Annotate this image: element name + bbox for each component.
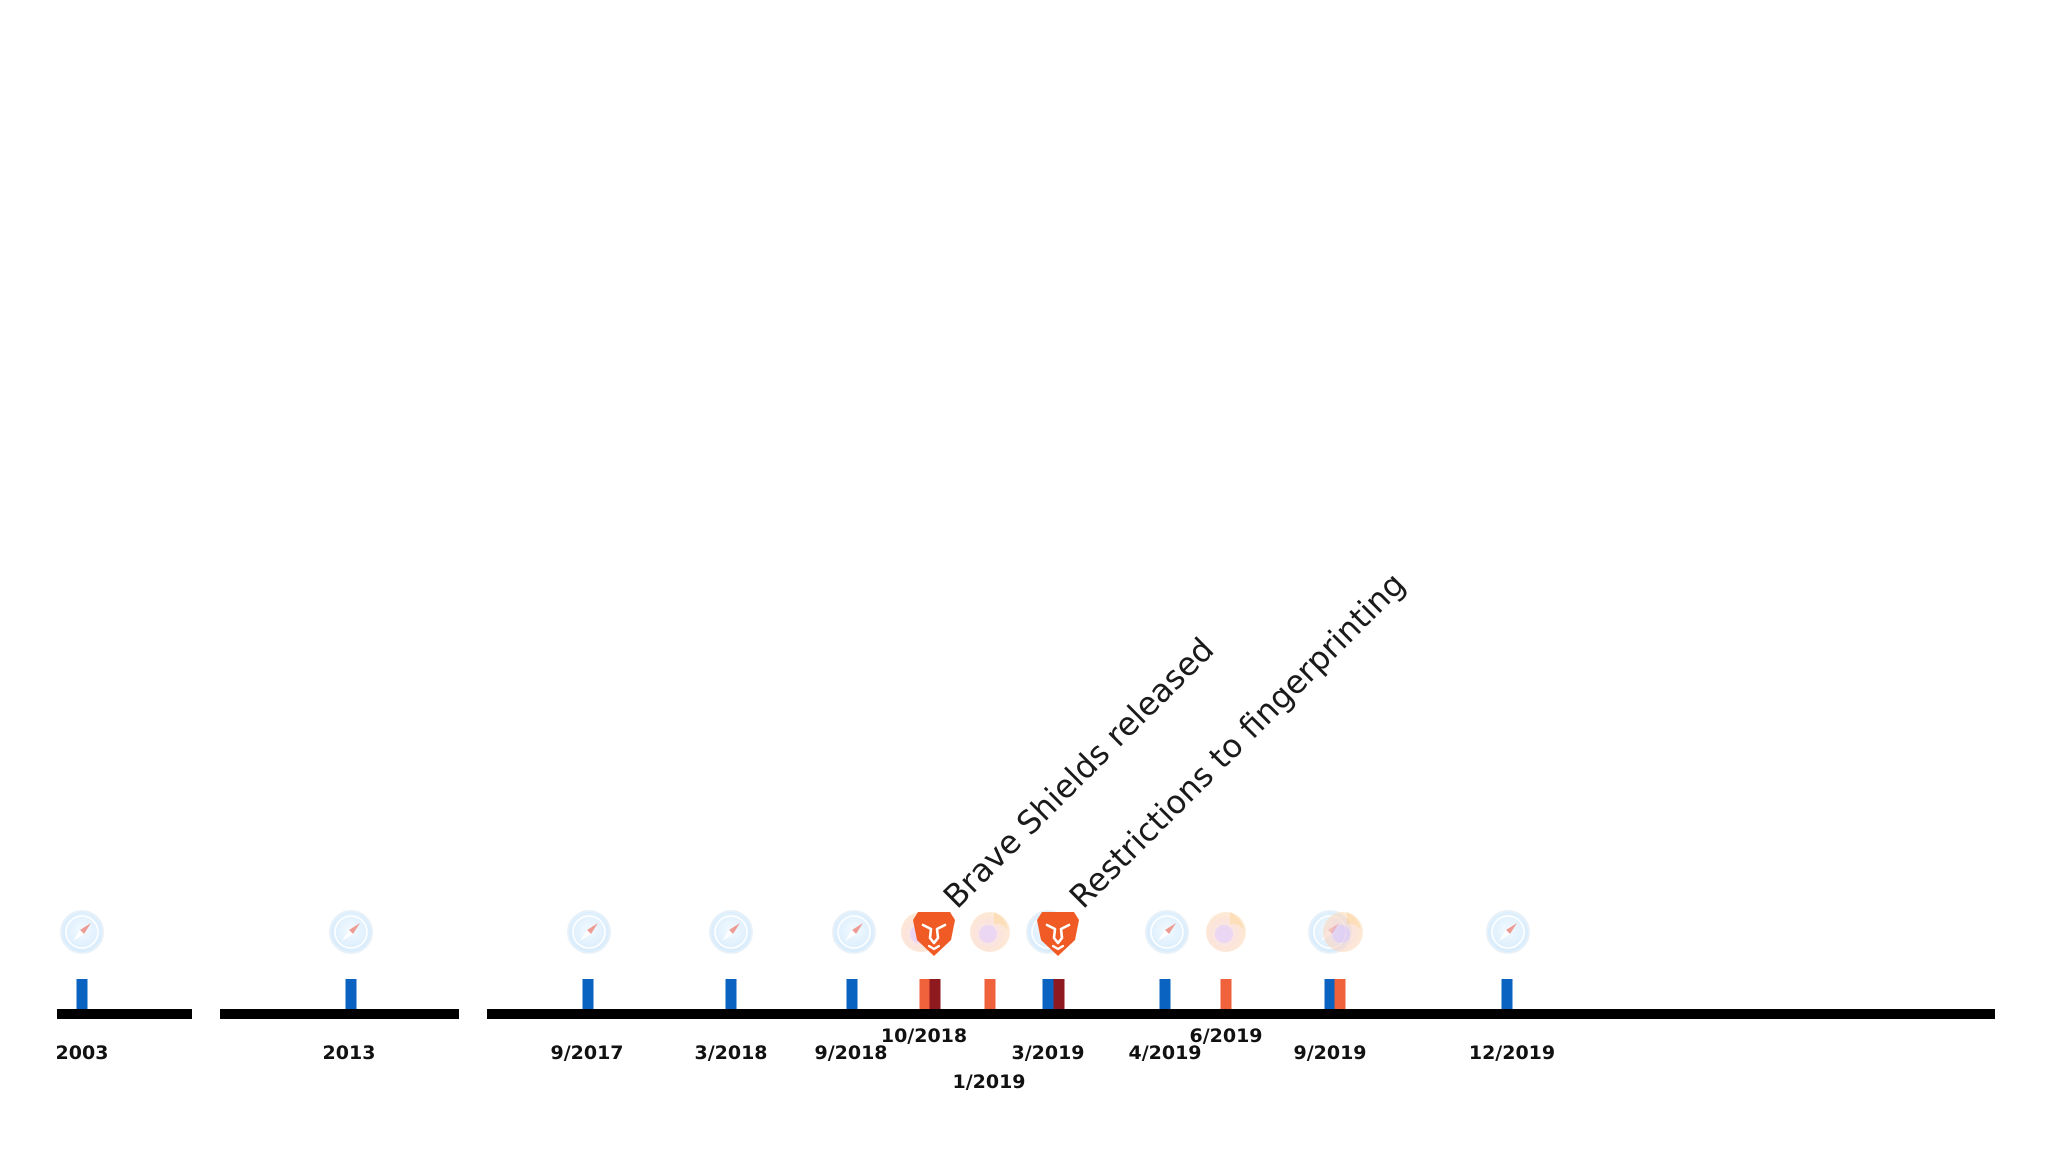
date-label-6-2019: 6/2019 xyxy=(1189,1025,1262,1047)
firefox-icon xyxy=(1206,912,1246,952)
date-label-9-2018: 9/2018 xyxy=(814,1042,887,1064)
brave-lion-icon xyxy=(1037,912,1079,956)
brave-event-marker xyxy=(929,979,941,1009)
firefox-icon xyxy=(1323,912,1363,952)
safari-icon xyxy=(60,910,104,954)
date-label-4-2019: 4/2019 xyxy=(1128,1042,1201,1064)
date-labels: 2003 2013 9/2017 3/2018 9/2018 10/2018 1… xyxy=(56,1025,1556,1093)
safari-event-marker xyxy=(76,979,88,1009)
safari-icon xyxy=(1145,910,1189,954)
safari-event-marker xyxy=(345,979,357,1009)
date-label-3-2019: 3/2019 xyxy=(1011,1042,1084,1064)
date-label-2013: 2013 xyxy=(323,1042,376,1064)
safari-event-marker xyxy=(582,979,594,1009)
safari-event-marker xyxy=(1501,979,1513,1009)
safari-icon xyxy=(567,910,611,954)
brave-event-marker xyxy=(1053,979,1065,1009)
safari-event-marker xyxy=(1042,979,1054,1009)
axis-segment-3 xyxy=(487,1009,1995,1019)
brave-logos xyxy=(913,912,1079,956)
date-label-3-2018: 3/2018 xyxy=(694,1042,767,1064)
firefox-event-marker xyxy=(1220,979,1232,1009)
axis-segment-2 xyxy=(220,1009,459,1019)
firefox-icon xyxy=(970,912,1010,952)
safari-event-marker xyxy=(1324,979,1336,1009)
timeline-axis xyxy=(57,1009,1995,1019)
firefox-event-marker xyxy=(1334,979,1346,1009)
date-label-1-2019: 1/2019 xyxy=(952,1071,1025,1093)
date-label-12-2019: 12/2019 xyxy=(1469,1042,1555,1064)
safari-icon xyxy=(329,910,373,954)
date-label-9-2019: 9/2019 xyxy=(1293,1042,1366,1064)
annotations: Brave Shields released Restrictions to f… xyxy=(936,565,1413,916)
safari-event-marker xyxy=(725,979,737,1009)
firefox-event-marker xyxy=(919,979,931,1009)
safari-icon xyxy=(1486,910,1530,954)
browser-icons xyxy=(60,910,1530,954)
safari-icon xyxy=(832,910,876,954)
date-label-9-2017: 9/2017 xyxy=(550,1042,623,1064)
event-markers xyxy=(76,979,1513,1009)
brave-lion-icon xyxy=(913,912,955,956)
firefox-event-marker xyxy=(984,979,996,1009)
date-label-2003: 2003 xyxy=(56,1042,109,1064)
safari-icon xyxy=(709,910,753,954)
date-label-10-2018: 10/2018 xyxy=(881,1025,967,1047)
axis-segment-1 xyxy=(57,1009,192,1019)
safari-event-marker xyxy=(1159,979,1171,1009)
safari-event-marker xyxy=(846,979,858,1009)
